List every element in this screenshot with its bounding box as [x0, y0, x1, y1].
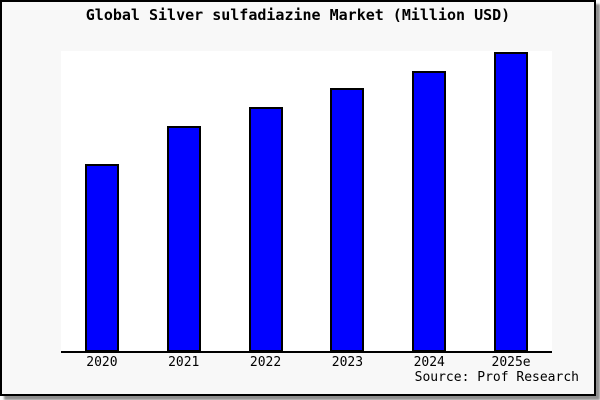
source-credit: Source: Prof Research [414, 370, 579, 385]
x-tick-label-2025e: 2025e [491, 355, 531, 370]
x-tick-label-2020: 2020 [86, 355, 118, 370]
bar-2025e [494, 52, 529, 352]
x-tick-label-2024: 2024 [413, 355, 445, 370]
bar-2021 [166, 126, 201, 352]
bar-2022 [248, 107, 283, 352]
bar-2023 [330, 88, 365, 352]
x-axis-line [61, 351, 552, 353]
bar-2020 [84, 164, 119, 352]
x-tick-label-2022: 2022 [249, 355, 282, 370]
bar-2024 [412, 71, 447, 352]
plot-area [61, 51, 552, 352]
x-tick-label-2021: 2021 [168, 355, 200, 370]
chart-title: Global Silver sulfadiazine Market (Milli… [85, 6, 511, 24]
x-axis-labels: 2020 2021 2022 2023 2024 2025e [61, 355, 552, 371]
x-tick-label-2023: 2023 [331, 355, 364, 370]
